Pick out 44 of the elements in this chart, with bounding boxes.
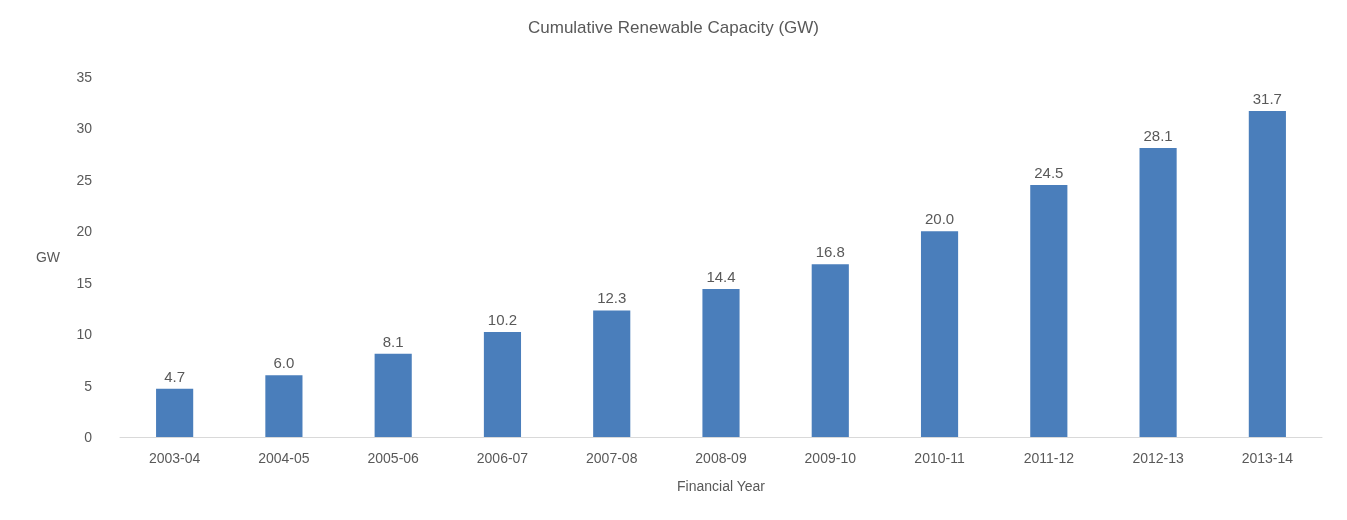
- bar: [374, 353, 412, 437]
- y-tick-label: 35: [76, 69, 93, 85]
- bar: [1030, 185, 1068, 437]
- y-tick-label: 10: [76, 326, 93, 343]
- data-label: 20.0: [924, 210, 955, 228]
- x-axis-title: Financial Year: [677, 478, 766, 494]
- bar: [1248, 110, 1286, 437]
- data-label: 31.7: [1252, 89, 1282, 107]
- x-tick-label: 2013-14: [1241, 450, 1294, 466]
- bar: [1139, 147, 1177, 437]
- y-tick-label: 15: [76, 274, 93, 291]
- data-label: 10.2: [487, 311, 518, 329]
- y-tick-label: 25: [76, 171, 93, 188]
- y-tick-label: 20: [76, 223, 93, 240]
- bar: [156, 388, 194, 437]
- bar: [483, 332, 522, 437]
- data-label: 8.1: [382, 332, 404, 350]
- x-tick-label: 2004-05: [258, 450, 310, 466]
- x-tick-label: 2006-07: [476, 450, 529, 466]
- data-label: 16.8: [815, 243, 845, 261]
- y-tick-label: 5: [84, 377, 93, 394]
- data-label: 28.1: [1143, 126, 1173, 144]
- data-label: 6.0: [273, 354, 295, 372]
- y-tick-label: 30: [76, 120, 93, 137]
- y-tick-label: 0: [84, 429, 93, 445]
- bar: [920, 231, 959, 437]
- x-tick-label: 2010-11: [914, 450, 965, 466]
- data-label: 14.4: [706, 267, 736, 285]
- x-tick-label: 2007-08: [586, 450, 638, 466]
- bar: [265, 375, 303, 437]
- x-tick-label: 2005-06: [367, 450, 420, 466]
- bar: [593, 310, 631, 437]
- x-tick-label: 2012-13: [1132, 450, 1184, 466]
- data-label: 4.7: [164, 367, 186, 385]
- data-label: 24.5: [1034, 164, 1064, 181]
- bar: [702, 288, 740, 437]
- x-tick-label: 2003-04: [148, 450, 201, 466]
- data-label: 12.3: [597, 289, 627, 307]
- x-tick-label: 2009-10: [804, 450, 857, 466]
- x-tick-label: 2008-09: [695, 450, 747, 466]
- x-tick-label: 2011-12: [1023, 450, 1075, 466]
- bar: [811, 264, 849, 437]
- y-axis-title: GW: [35, 249, 61, 265]
- chart-title: Cumulative Renewable Capacity (GW): [528, 18, 819, 37]
